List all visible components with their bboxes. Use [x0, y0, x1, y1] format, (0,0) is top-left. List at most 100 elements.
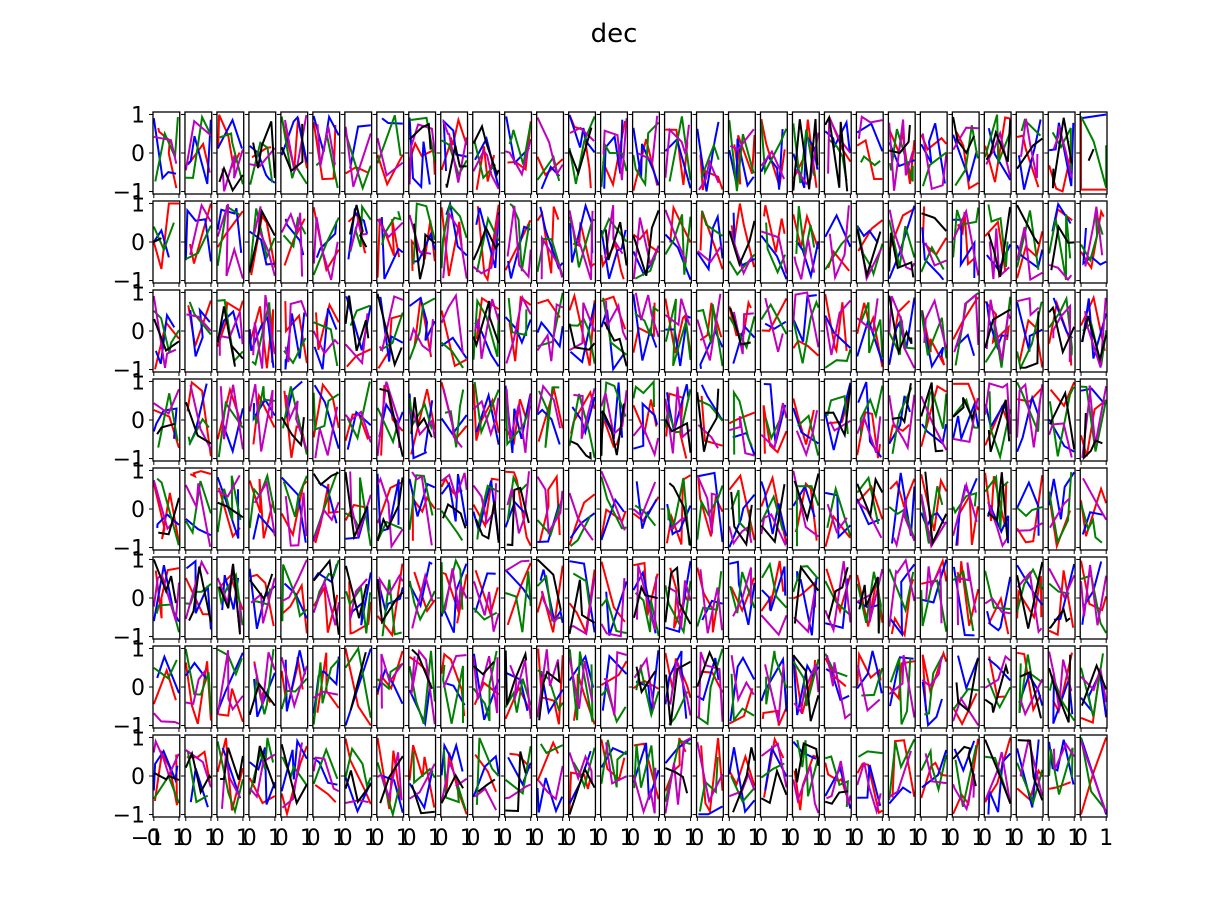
subplot-panel [468, 467, 501, 554]
subplot-panel [884, 111, 916, 198]
series-line [635, 666, 657, 695]
series-line [987, 399, 1011, 453]
series-line [158, 497, 180, 536]
panel-lines [312, 113, 340, 189]
panel-lines [952, 292, 980, 366]
panel-lines [184, 113, 212, 185]
series-line [857, 219, 884, 252]
panel-lines [696, 210, 724, 273]
series-line [346, 381, 371, 441]
series-line [537, 385, 564, 442]
series-line [408, 123, 436, 185]
panel-lines [153, 116, 179, 189]
panel-lines [312, 302, 340, 370]
series-line [952, 116, 975, 155]
series-line [1048, 214, 1072, 281]
panel-lines [760, 560, 788, 637]
panel-lines [664, 204, 692, 281]
panel-lines [728, 655, 756, 725]
subplot-panel [372, 467, 405, 554]
subplot-panel [1044, 378, 1076, 465]
series-line [664, 298, 692, 367]
series-line [1016, 204, 1040, 245]
subplot-panel [756, 111, 788, 198]
series-line [792, 294, 817, 343]
series-line [377, 752, 403, 801]
panel-lines [248, 294, 276, 369]
series-line [474, 569, 499, 618]
series-line [984, 116, 1011, 183]
panel-lines [408, 202, 436, 280]
series-line [824, 790, 849, 805]
series-line [760, 121, 788, 176]
series-line [1048, 263, 1073, 282]
series-line [605, 581, 628, 636]
series-line [825, 668, 850, 702]
x-tick-label: 0 [467, 826, 481, 851]
subplot-panel [372, 645, 405, 732]
subplot-panel [532, 200, 565, 287]
series-line [312, 217, 340, 276]
series-line [504, 389, 532, 447]
subplot-panel [244, 378, 277, 465]
series-line [507, 756, 532, 787]
series-line [376, 477, 404, 542]
series-line [696, 571, 723, 627]
x-tick-label: 1 [556, 826, 570, 851]
subplot-panel [628, 467, 661, 554]
panel-lines [632, 742, 660, 816]
series-line [632, 210, 660, 277]
x-tick-label: 0 [562, 826, 576, 851]
subplot-panel [500, 645, 533, 732]
series-line [539, 206, 564, 270]
panel-lines [472, 381, 500, 445]
series-line [249, 147, 276, 168]
series-line [792, 654, 820, 722]
panel-lines [728, 747, 756, 815]
series-line [698, 158, 720, 191]
series-line [669, 204, 692, 243]
series-line [826, 655, 852, 720]
series-line [699, 154, 724, 191]
series-line [185, 401, 212, 445]
series-line [1052, 652, 1073, 715]
series-line [408, 580, 436, 622]
series-line [732, 388, 753, 455]
panel-lines [248, 568, 276, 630]
series-line [761, 561, 788, 609]
subplot-panel [308, 734, 341, 821]
x-tick-label: 1 [939, 826, 953, 851]
series-line [411, 648, 434, 690]
series-line [408, 561, 433, 609]
series-line [154, 772, 180, 781]
series-line [1081, 385, 1108, 459]
series-line [504, 650, 528, 706]
series-line [729, 571, 756, 614]
series-line [700, 142, 720, 178]
panel-lines [376, 737, 404, 817]
series-line [632, 422, 660, 458]
panel-lines [280, 114, 308, 185]
panel-lines [1048, 201, 1075, 282]
series-line [568, 657, 594, 709]
subplot-panel [564, 645, 597, 732]
series-line [987, 501, 1009, 549]
subplot-panel [276, 378, 309, 465]
series-line [313, 384, 340, 449]
series-line [1048, 739, 1075, 785]
panel-lines [952, 477, 979, 546]
y-tick-label: −1 [113, 626, 145, 651]
series-line [761, 297, 788, 332]
series-line [184, 483, 212, 547]
panel-lines [408, 648, 436, 728]
series-line [792, 118, 819, 191]
subplot-panel [660, 556, 692, 643]
subplot-panel [468, 734, 501, 821]
series-line [956, 562, 977, 626]
panel-lines [984, 114, 1012, 183]
series-line [440, 510, 464, 541]
series-line [153, 135, 178, 164]
series-line [380, 217, 404, 280]
series-line [154, 312, 176, 365]
